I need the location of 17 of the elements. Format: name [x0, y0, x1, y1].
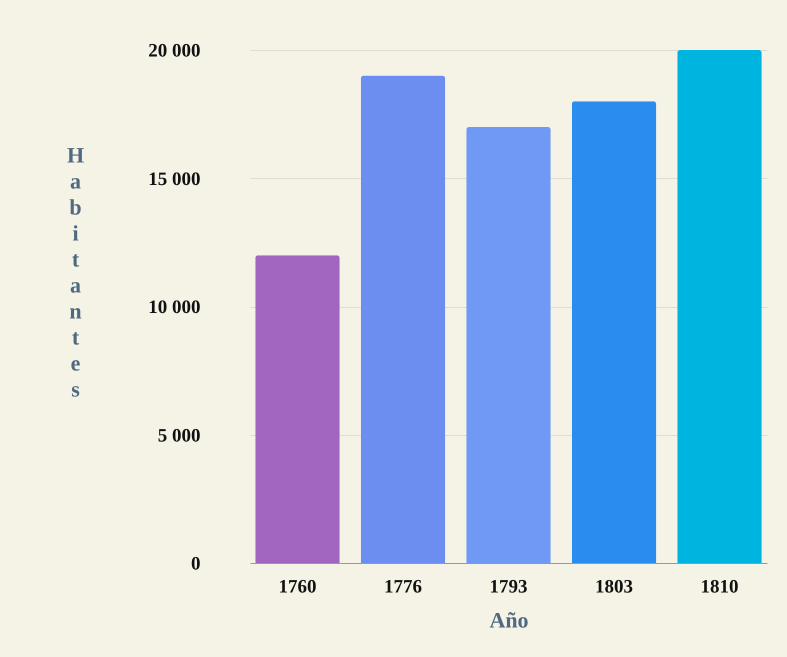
bar: [677, 50, 762, 563]
x-tick-label: 1803: [595, 576, 634, 598]
bar: [255, 255, 340, 563]
bar: [572, 101, 656, 563]
x-tick-label: 1810: [700, 576, 739, 598]
x-tick-label: 1776: [384, 576, 422, 598]
x-tick-label: 1760: [278, 576, 316, 598]
y-tick-label: 20 000: [148, 40, 200, 62]
x-tick-label: 1793: [490, 576, 528, 598]
bar: [466, 126, 551, 563]
y-tick-label: 15 000: [148, 168, 200, 190]
y-tick-label: 0: [191, 554, 200, 574]
bar: [360, 76, 446, 563]
y-tick-label: 10 000: [148, 297, 200, 318]
text: Habitantes: [66, 142, 84, 402]
x-axis-title: Año: [489, 608, 529, 632]
y-tick-label: 5 000: [158, 425, 200, 446]
